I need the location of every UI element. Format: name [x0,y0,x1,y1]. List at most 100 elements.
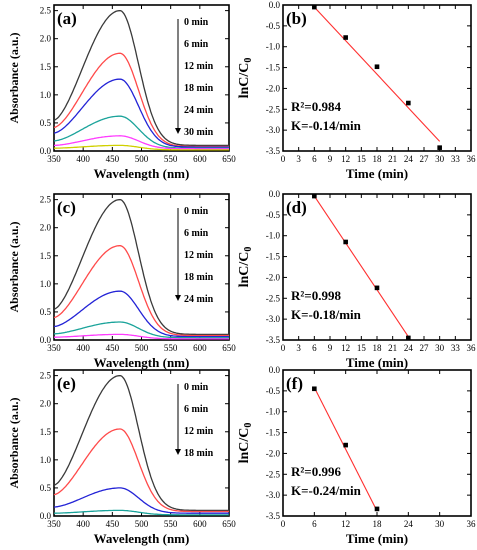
x-tick-label: 600 [193,154,207,164]
y-axis-label: lnC/C0 [237,423,254,464]
y-tick-label: 1.0 [40,455,52,465]
legend-label: 12 min [184,250,214,261]
y-tick-label: -1.5 [266,63,281,73]
x-tick-label: 650 [222,154,236,164]
panel-label: (d) [286,198,307,217]
x-tick-label: 33 [451,154,461,164]
rate-constant-label: K=-0.18/min [291,307,362,322]
x-tick-label: 350 [47,343,61,353]
y-tick-label: -0.5 [266,386,281,396]
y-tick-label: -2.0 [266,83,281,93]
y-tick-label: -0.5 [266,210,281,220]
x-tick-label: 400 [76,343,90,353]
y-tick-label: 2.0 [40,223,52,233]
r-squared-label: R²=0.998 [291,288,341,303]
y-tick-label: 2.0 [40,399,52,409]
panel-c: 350 400 450 500 550 600 650 0.0 0.5 1.0 1.5 2.0 2.5 W… [7,193,236,370]
y-axis-label: Absorbance (a.u.) [7,32,21,123]
panel-label: (f) [286,374,303,393]
x-tick-label: 550 [164,154,178,164]
x-tick-label: 650 [222,343,236,353]
spectrum-line [53,374,229,512]
y-tick-label: -1.5 [266,428,281,438]
x-tick-label: 0 [281,343,286,353]
x-tick-label: 450 [106,519,120,529]
x-tick-label: 12 [341,519,350,529]
x-tick-label: 30 [435,343,445,353]
spectrum-line [54,135,229,150]
x-tick-label: 36 [467,519,477,529]
x-axis-label: Wavelength (nm) [94,166,190,181]
y-tick-label: 0.0 [40,511,52,521]
x-tick-label: 550 [164,519,178,529]
y-tick-label: -2.5 [266,293,281,303]
x-tick-label: 36 [467,154,477,164]
y-tick-label: 1.5 [40,251,52,261]
x-tick-label: 350 [47,519,61,529]
x-tick-label: 30 [435,519,445,529]
x-tick-label: 30 [435,154,445,164]
y-axis-label: lnC/C0 [237,247,254,288]
data-point [312,193,317,199]
x-tick-label: 550 [164,343,178,353]
x-tick-label: 400 [76,154,90,164]
y-tick-label: 2.5 [40,195,52,205]
y-tick-label: -1.5 [266,252,281,262]
legend-label: 24 min [184,105,214,116]
spectrum-line [53,245,229,337]
panel-label: (c) [57,198,76,217]
spectrum-line [53,78,229,148]
arrow-head [175,128,181,134]
x-tick-label: 21 [388,343,397,353]
legend-label: 12 min [184,426,214,437]
data-point [437,145,442,150]
legend-label: 12 min [184,61,214,72]
panel-a: 350 400 450 500 550 600 650 0.0 0.5 1.0 1.5 2.0 2.5 W… [7,4,236,181]
x-axis-label: Wavelength (nm) [94,355,190,370]
legend-label: 6 min [184,39,209,50]
panel-label: (b) [286,9,307,28]
legend-label: 0 min [184,382,209,393]
x-tick-label: 650 [222,519,236,529]
x-tick-label: 27 [420,154,430,164]
y-tick-label: 0.0 [269,365,281,375]
spectrum-line [54,487,229,514]
data-point [374,64,380,70]
x-tick-label: 24 [404,519,414,529]
spectrum-line [53,9,229,147]
y-axis-label: Absorbance (a.u.) [7,397,21,488]
y-tick-label: -1.0 [266,407,281,417]
y-tick-label: -3.5 [266,335,281,345]
x-tick-label: 0 [281,154,286,164]
y-tick-label: 0.0 [40,335,52,345]
y-tick-label: -0.5 [266,21,281,31]
y-tick-label: -3.5 [266,511,281,521]
x-tick-label: 9 [328,343,333,353]
x-tick-label: 600 [193,519,207,529]
spectrum-line [54,144,229,151]
y-tick-label: -1.0 [266,231,281,241]
legend-label: 6 min [184,228,209,239]
legend-label: 6 min [184,404,209,415]
x-tick-label: 500 [135,519,149,529]
data-point [343,442,348,448]
panel-f: 0 6 12 18 24 30 36 0.0 -0.5 -1.0 -1.5 -2.0 -2.5 -3.0 -… [237,365,476,546]
x-axis-label: Time (min) [346,531,408,546]
r-squared-label: R²=0.984 [291,99,341,114]
x-tick-label: 18 [373,343,383,353]
spectrum-line [53,290,229,338]
x-tick-label: 33 [451,343,461,353]
x-tick-label: 3 [296,343,301,353]
rate-constant-label: K=-0.24/min [291,483,362,498]
panel-label: (a) [57,9,77,28]
y-tick-label: -3.0 [266,314,281,324]
x-tick-label: 24 [404,154,414,164]
x-tick-label: 24 [404,343,414,353]
y-tick-label: 1.0 [40,279,52,289]
x-tick-label: 3 [296,154,301,164]
legend-label: 24 min [184,294,214,305]
data-point [406,335,411,341]
x-tick-label: 600 [193,343,207,353]
spectrum-line [53,198,229,336]
